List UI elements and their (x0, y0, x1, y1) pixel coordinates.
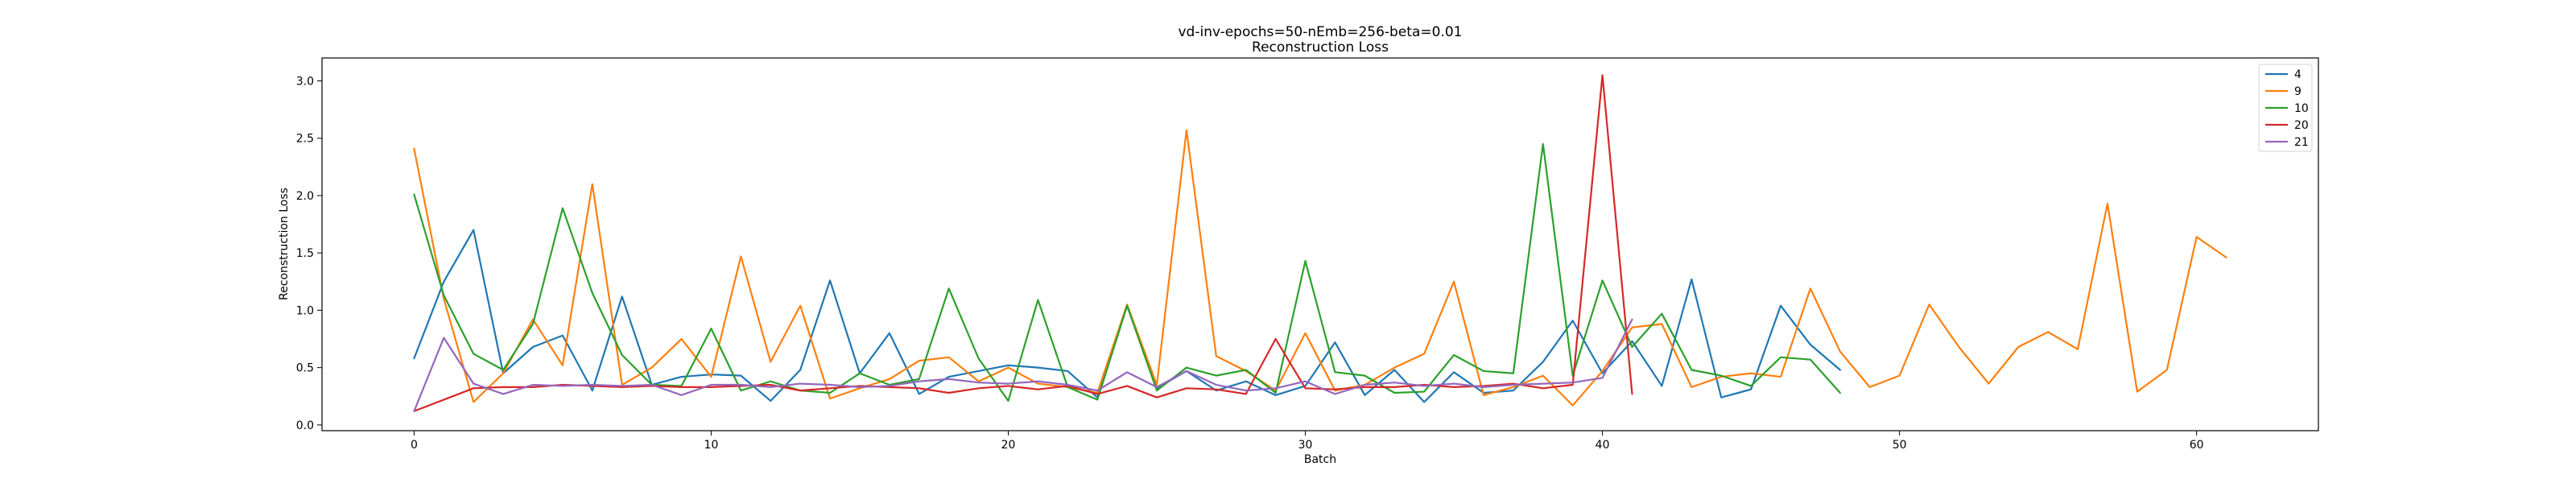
x-tick-label: 0 (411, 439, 418, 452)
x-tick-label: 60 (2190, 439, 2204, 452)
legend-label-21: 21 (2294, 136, 2309, 149)
plot-area (321, 57, 2319, 431)
y-tick-label: 0.0 (296, 419, 314, 432)
y-tick-label: 3.0 (296, 75, 314, 88)
x-tick-label: 20 (1001, 439, 1016, 452)
x-axis-label: Batch (1304, 453, 1336, 466)
y-tick-label: 2.5 (296, 133, 314, 146)
y-axis-label: Reconstruction Loss (278, 188, 291, 300)
legend-label-20: 20 (2294, 119, 2309, 132)
x-tick-label: 40 (1596, 439, 1610, 452)
series-lines (413, 74, 2227, 412)
legend-label-10: 10 (2294, 102, 2309, 115)
series-line-21 (413, 318, 1633, 412)
chart-title: vd-inv-epochs=50-nEmb=256-beta=0.01 (1179, 24, 1463, 40)
x-tick-label: 50 (1893, 439, 1907, 452)
series-line-9 (413, 129, 2227, 407)
legend-label-9: 9 (2294, 85, 2301, 98)
y-tick-label: 1.0 (296, 304, 314, 317)
x-axis-ticks: 0 10 20 30 40 50 60 (411, 431, 2204, 452)
y-axis-ticks: 0.0 0.5 1.0 1.5 2.0 2.5 3.0 (296, 75, 322, 432)
y-tick-label: 0.5 (296, 362, 314, 375)
y-tick-label: 1.5 (296, 247, 314, 260)
x-tick-label: 30 (1298, 439, 1313, 452)
x-tick-label: 10 (704, 439, 719, 452)
chart-subtitle: Reconstruction Loss (1252, 39, 1389, 56)
legend-label-4: 4 (2294, 68, 2301, 81)
legend: 4 9 10 20 21 (2258, 64, 2313, 152)
y-tick-label: 2.0 (296, 190, 314, 203)
